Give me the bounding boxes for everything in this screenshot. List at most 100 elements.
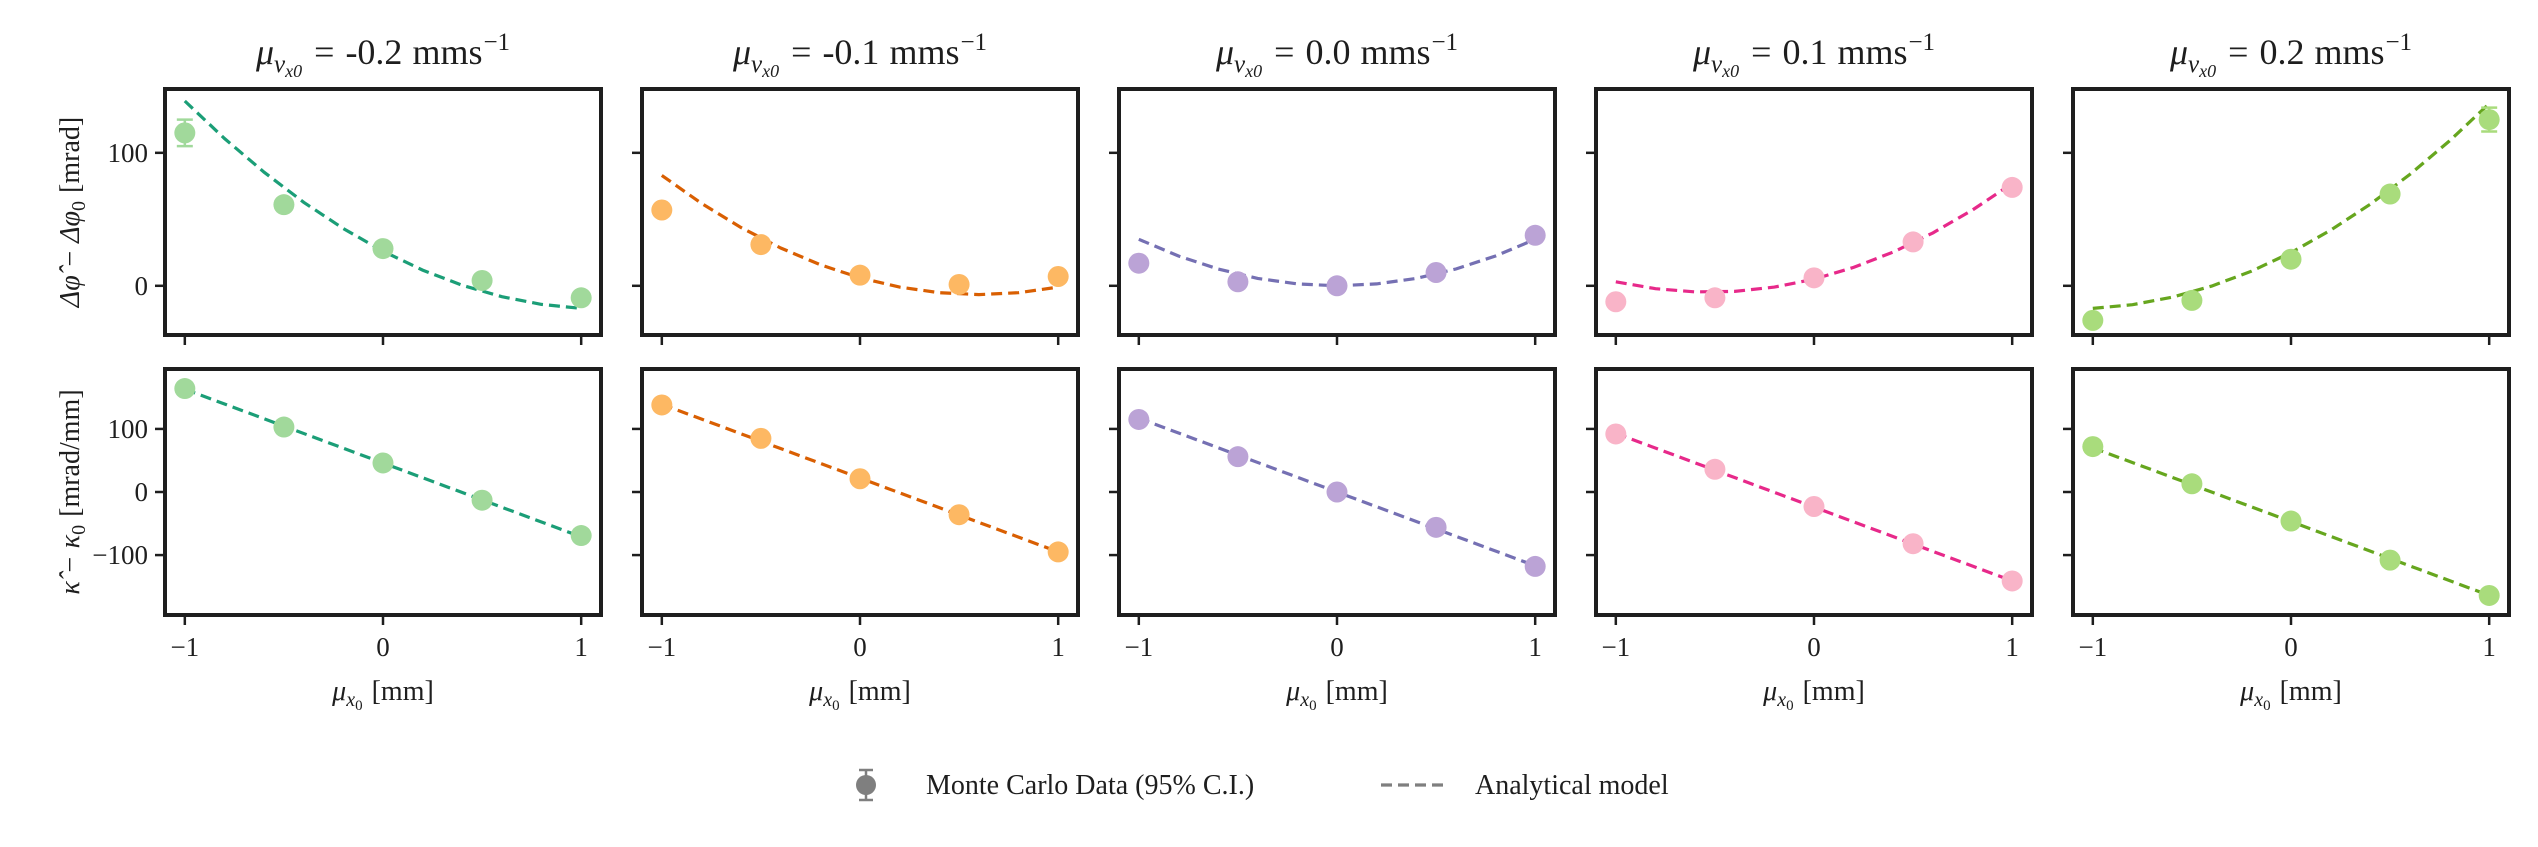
xlabel-unit: [mm] — [1803, 676, 1865, 707]
title-subscript: v — [1711, 51, 1723, 78]
xlabel-subscript: x — [1299, 689, 1309, 711]
title-subscript: v — [751, 51, 763, 78]
title-subsubscript: x0 — [1244, 61, 1262, 81]
legend-item-analytical-model: Analytical model — [1381, 770, 1669, 801]
axes-frame — [1594, 367, 2034, 617]
monte-carlo-data-point — [750, 234, 772, 256]
monte-carlo-data-point — [1704, 458, 1726, 480]
analytical-model-curve — [2092, 102, 2491, 310]
axes-frame — [163, 87, 603, 337]
xlabel-subsubscript: 0 — [1309, 698, 1317, 714]
xlabel-subscript: x — [345, 689, 355, 711]
panel-title: μvx0 = -0.1 mms−1 — [732, 29, 987, 81]
monte-carlo-data-point — [1128, 252, 1150, 274]
xlabel-subsubscript: 0 — [2263, 698, 2271, 714]
ylabel-unit: [mrad/mm] — [55, 389, 86, 517]
monte-carlo-data-point — [1524, 224, 1546, 246]
xlabel-symbol: μ — [808, 676, 823, 707]
title-exponent: −1 — [2385, 29, 2412, 56]
panel-row1-col5 — [2063, 87, 2511, 345]
title-subsubscript: x0 — [2198, 61, 2216, 81]
ylabel-subscript: 0 — [68, 201, 90, 211]
axes-frame — [163, 367, 603, 617]
monte-carlo-data-point — [849, 264, 871, 286]
title-value: 0.2 — [2259, 32, 2304, 72]
y-axis-label: κ̂ − κ0 [mrad/mm] — [55, 389, 90, 594]
title-symbol: μ — [255, 32, 274, 72]
xlabel-subsubscript: 0 — [355, 698, 363, 714]
panel-row2-col4: −1 0 1 — [1586, 367, 2034, 662]
ylabel-main: κ̂ − κ — [55, 534, 86, 594]
x-tick-label: 0 — [376, 632, 390, 662]
xlabel-subsubscript: 0 — [1786, 698, 1794, 714]
panel-row1-col1: 0 100 — [108, 87, 603, 345]
monte-carlo-data-point — [2280, 510, 2302, 532]
panel-row2-col2: −1 0 1 — [632, 367, 1080, 662]
xlabel-subscript: x — [822, 689, 832, 711]
axes-frame — [1117, 87, 1557, 337]
title-unit: mms — [2314, 32, 2384, 72]
title-exponent: −1 — [1908, 29, 1935, 56]
analytical-model-curve — [1615, 182, 2014, 294]
title-subsubscript: x0 — [1721, 61, 1739, 81]
monte-carlo-data-point — [750, 427, 772, 449]
title-equals: = — [2228, 32, 2248, 72]
monte-carlo-data-point — [2001, 570, 2023, 592]
monte-carlo-data-point — [2082, 436, 2104, 458]
y-tick-label: 100 — [108, 138, 149, 168]
monte-carlo-data-point — [1227, 271, 1249, 293]
title-unit: mms — [1837, 32, 1907, 72]
monte-carlo-data-point — [1326, 275, 1348, 297]
y-tick-label: 0 — [135, 477, 149, 507]
title-subscript: v — [274, 51, 286, 78]
x-tick-label: −1 — [170, 632, 199, 662]
title-subsubscript: x0 — [284, 61, 302, 81]
panel-row2-col1: −1 0 1 −100 0 100 — [92, 367, 603, 662]
monte-carlo-data-point — [2478, 584, 2500, 606]
monte-carlo-data-point — [1902, 231, 1924, 253]
xlabel-symbol: μ — [1285, 676, 1300, 707]
monte-carlo-data-point — [948, 273, 970, 295]
x-tick-label: 1 — [574, 632, 588, 662]
title-equals: = — [1751, 32, 1771, 72]
xlabel-symbol: μ — [1762, 676, 1777, 707]
xlabel-subscript: x — [2253, 689, 2263, 711]
title-symbol: μ — [1692, 32, 1711, 72]
title-subscript: v — [2188, 51, 2200, 78]
x-axis-label: μx0 [mm] — [2239, 676, 2342, 714]
x-tick-label: 1 — [1051, 632, 1065, 662]
monte-carlo-data-point — [1425, 516, 1447, 538]
monte-carlo-data-point — [1047, 541, 1069, 563]
monte-carlo-data-point — [2280, 248, 2302, 270]
monte-carlo-data-point — [1803, 496, 1825, 518]
title-symbol: μ — [732, 32, 751, 72]
x-tick-label: −1 — [2078, 632, 2107, 662]
title-subscript: v — [1234, 51, 1246, 78]
y-tick-label: −100 — [92, 540, 148, 570]
xlabel-symbol: μ — [331, 676, 346, 707]
monte-carlo-data-point — [174, 378, 196, 400]
legend-label-analytical-model: Analytical model — [1475, 770, 1669, 801]
axes-frame — [1117, 367, 1557, 617]
panels: 0 100 −1 0 1 −100 0 100 −1 0 1 −1 0 1 −1 0 1 −1 0 1 — [92, 87, 2511, 662]
title-value: -0.1 — [822, 32, 879, 72]
monte-carlo-data-point — [849, 468, 871, 490]
x-tick-label: 1 — [1528, 632, 1542, 662]
analytical-model-curve — [183, 99, 582, 310]
monte-carlo-data-point — [273, 194, 295, 216]
x-tick-label: 0 — [1807, 632, 1821, 662]
x-tick-label: 1 — [2005, 632, 2019, 662]
x-tick-label: 0 — [2284, 632, 2298, 662]
title-exponent: −1 — [483, 29, 510, 56]
xlabel-unit: [mm] — [2280, 676, 2342, 707]
monte-carlo-data-point — [1902, 533, 1924, 555]
x-tick-label: 1 — [2482, 632, 2496, 662]
monte-carlo-data-point — [2379, 549, 2401, 571]
title-value: 0.0 — [1305, 32, 1350, 72]
xlabel-symbol: μ — [2239, 676, 2254, 707]
monte-carlo-data-point — [1803, 267, 1825, 289]
panel-row1-col2 — [632, 87, 1080, 345]
monte-carlo-data-point — [2181, 473, 2203, 495]
axes-frame — [640, 367, 1080, 617]
